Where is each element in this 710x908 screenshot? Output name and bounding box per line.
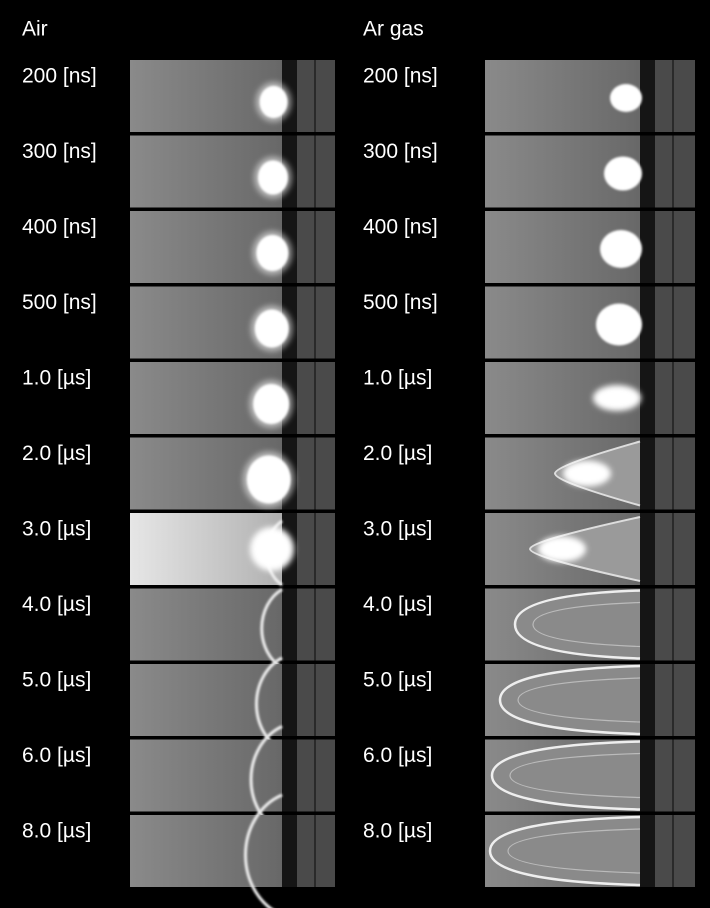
row-label: 4.0 [µs] [363, 593, 432, 616]
row-label: 300 [ns] [363, 140, 438, 163]
row-label: 5.0 [µs] [22, 669, 91, 692]
frame-image [485, 589, 695, 661]
row-label: 6.0 [µs] [22, 744, 91, 767]
row-label: 3.0 [µs] [363, 518, 432, 541]
frame-image [485, 287, 695, 359]
electrode-band [640, 60, 655, 132]
right-strip [655, 136, 695, 208]
row-label: 500 [ns] [22, 291, 97, 314]
right-strip [655, 740, 695, 812]
right-strip [655, 60, 695, 132]
plasma [593, 385, 641, 411]
electrode-band [282, 589, 297, 661]
right-strip [655, 513, 695, 585]
frame-image [485, 740, 695, 812]
electrode-band [640, 136, 655, 208]
frame-image [130, 287, 335, 359]
frame-image [485, 438, 695, 510]
row-label: 500 [ns] [363, 291, 438, 314]
right-strip [655, 362, 695, 434]
row-label: 2.0 [µs] [363, 442, 432, 465]
right-strip [655, 664, 695, 736]
row-label: 1.0 [µs] [22, 367, 91, 390]
frame-image [485, 60, 695, 132]
plasma [596, 304, 642, 346]
row-label: 6.0 [µs] [363, 744, 432, 767]
frame-image [130, 589, 335, 668]
frame-image [130, 60, 335, 132]
row-label: 300 [ns] [22, 140, 97, 163]
plasma [258, 161, 288, 195]
right-strip [655, 211, 695, 283]
electrode-band [640, 362, 655, 434]
plasma [538, 536, 586, 562]
right-strip [655, 287, 695, 359]
plasma [255, 310, 289, 348]
right-strip [655, 589, 695, 661]
frame-image [130, 513, 335, 585]
plasma [253, 384, 289, 424]
frame-image [485, 136, 695, 208]
electrode-band [640, 664, 655, 736]
frame-image [485, 513, 695, 585]
electrode-band [282, 664, 297, 736]
electrode-band [640, 589, 655, 661]
electrode-band [282, 740, 297, 812]
row-label: 8.0 [µs] [22, 820, 91, 843]
row-label: 8.0 [µs] [363, 820, 432, 843]
electrode-band [640, 513, 655, 585]
row-label: 400 [ns] [22, 216, 97, 239]
frame-image [130, 136, 335, 208]
row-label: 200 [ns] [22, 65, 97, 88]
frame-image [485, 815, 695, 887]
electrode-band [640, 815, 655, 887]
electrode-band [640, 740, 655, 812]
row-label: 400 [ns] [363, 216, 438, 239]
frame-image [130, 362, 335, 434]
electrode-band [282, 815, 297, 887]
plasma [250, 527, 294, 571]
right-strip [655, 438, 695, 510]
frame-image [485, 664, 695, 736]
plasma [563, 461, 611, 487]
frame-image [130, 211, 335, 283]
plasma [247, 456, 291, 504]
figure: Air Ar gas 200 [ns] 300 [ns] 400 [ns] 500 [… [0, 0, 710, 908]
frame-image [130, 438, 335, 510]
right-strip [655, 815, 695, 887]
row-label: 1.0 [µs] [363, 367, 432, 390]
electrode-band [640, 287, 655, 359]
frame-image [485, 211, 695, 283]
plasma [610, 84, 642, 112]
plasma [600, 230, 642, 268]
plasma [260, 86, 288, 118]
row-label: 3.0 [µs] [22, 518, 91, 541]
row-label: 5.0 [µs] [363, 669, 432, 692]
row-label: 2.0 [µs] [22, 442, 91, 465]
electrode-band [640, 438, 655, 510]
column-title: Ar gas [363, 18, 424, 41]
plasma [604, 157, 642, 191]
column-title: Air [22, 18, 48, 41]
electrode-band [640, 211, 655, 283]
frame-image [485, 362, 695, 434]
plasma [256, 235, 288, 271]
row-label: 4.0 [µs] [22, 593, 91, 616]
row-label: 200 [ns] [363, 65, 438, 88]
